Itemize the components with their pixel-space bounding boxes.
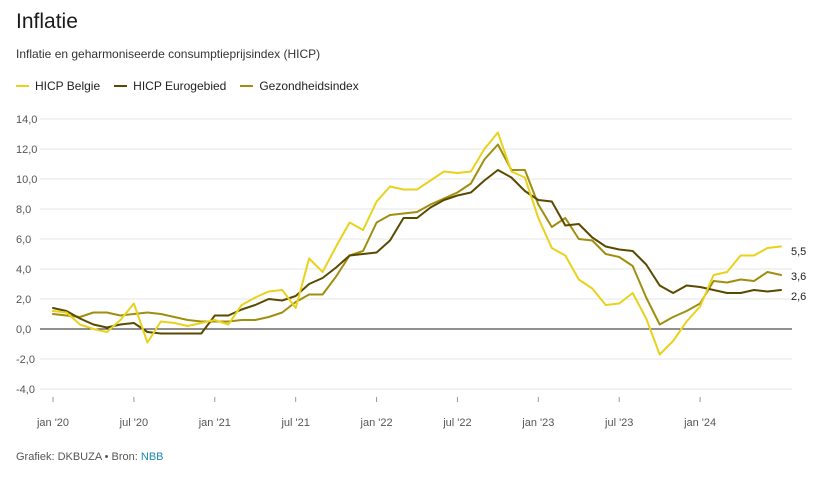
legend: HICP Belgie HICP Eurogebied Gezondheidsi… [16,79,359,93]
x-tick-label: jul '23 [604,417,633,429]
y-tick-label: 2,0 [16,294,31,306]
y-tick-label: -4,0 [16,384,35,396]
chart-subtitle: Inflatie en geharmoniseerde consumptiepr… [16,47,321,61]
y-tick-label: 6,0 [16,234,31,246]
legend-item-gezondheidsindex: Gezondheidsindex [240,79,359,93]
x-tick-label: jul '21 [280,417,309,429]
series-line-hicp-belgie [52,131,782,356]
x-tick-label: jan '24 [683,417,716,429]
legend-item-hicp-eurogebied: HICP Eurogebied [114,79,226,93]
y-tick-label: 10,0 [16,174,37,186]
grid-layer [40,118,792,390]
y-tick-label: 12,0 [16,144,37,156]
legend-item-hicp-belgie: HICP Belgie [16,79,100,93]
source-link[interactable]: NBB [140,451,164,463]
x-tick-label: jan '23 [521,417,554,429]
x-tick-label: jul '22 [442,417,471,429]
y-tick-label: 14,0 [16,114,37,126]
legend-swatch-gezondheidsindex [240,85,254,87]
end-label-hicp-belgie: 5,5 [791,246,806,258]
axis-layer: -4,0 -2,0 0,0 2,0 4,0 6,0 8,0 10,0 12,0 14,0 jan '… [16,114,716,429]
series-layer [52,131,782,356]
series-line-hicp-eurogebied [52,169,782,335]
y-tick-label: 0,0 [16,324,31,336]
y-tick-label: -2,0 [16,354,35,366]
legend-label-hicp-belgie: HICP Belgie [35,79,101,93]
legend-label-hicp-eurogebied: HICP Eurogebied [133,79,227,93]
x-tick-label: jan '20 [36,417,69,429]
end-label-gezondheidsindex: 3,6 [791,271,806,283]
chart-title: Inflatie [16,10,78,33]
footer-credit: Grafiek: DKBUZA • Bron: NBB [16,451,164,463]
legend-label-gezondheidsindex: Gezondheidsindex [259,79,359,93]
end-label-layer: 5,5 2,6 3,6 [791,246,806,303]
footer-prefix: Grafiek: DKBUZA • Bron: [16,451,141,463]
legend-swatch-hicp-eurogebied [114,85,128,87]
series-line-gezondheidsindex [52,143,782,326]
x-tick-label: jan '21 [198,417,231,429]
y-tick-label: 4,0 [16,264,31,276]
x-tick-label: jul '20 [119,417,148,429]
y-tick-label: 8,0 [16,204,31,216]
legend-swatch-hicp-belgie [16,85,29,87]
end-label-hicp-eurogebied: 2,6 [791,291,806,303]
x-tick-label: jan '22 [360,417,393,429]
